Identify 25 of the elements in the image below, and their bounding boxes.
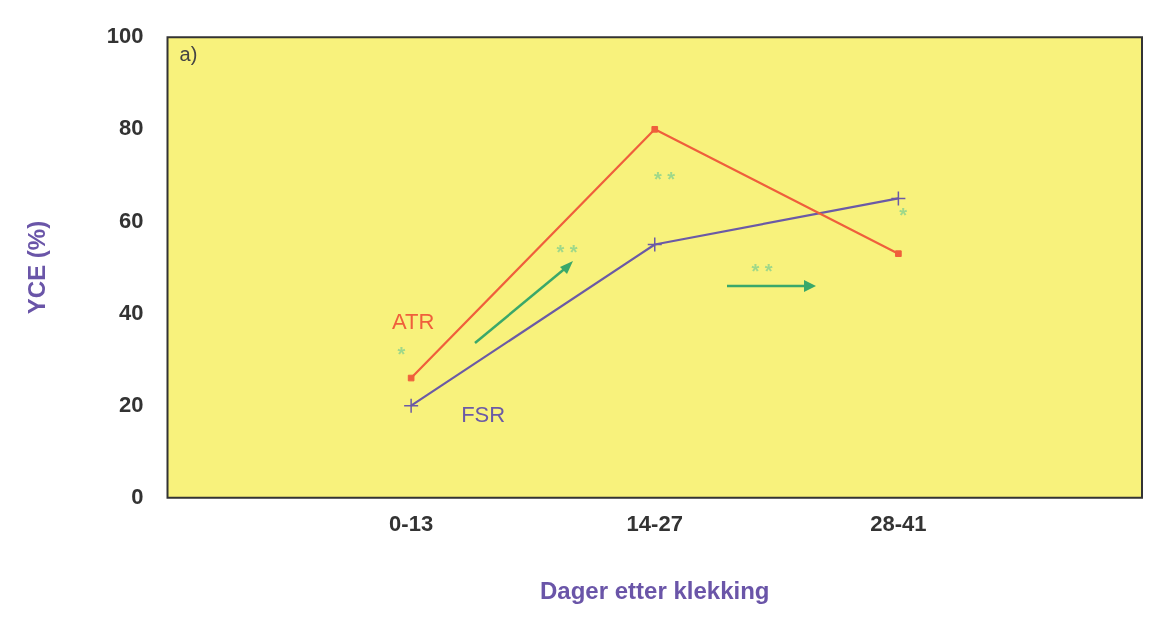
y-axis-title: YCE (%)	[23, 220, 51, 315]
point	[890, 190, 907, 207]
series-label: FSR	[461, 401, 506, 427]
point	[647, 236, 663, 253]
y-tick-label: 80	[119, 115, 144, 141]
point	[651, 125, 659, 133]
y-tick-label: 0	[131, 483, 144, 509]
y-tick-label: 20	[119, 391, 144, 417]
x-tick-label: 0-13	[389, 511, 434, 537]
annotation: * *	[751, 259, 773, 282]
point	[895, 250, 902, 258]
point	[403, 397, 419, 414]
point	[407, 374, 415, 382]
annotation: *	[397, 342, 406, 365]
x-tick-label: 28-41	[870, 511, 927, 537]
annotation: a)	[179, 42, 198, 65]
annotation: * *	[556, 241, 578, 264]
x-axis-title: Dager etter klekking	[540, 577, 770, 605]
series-label: ATR	[391, 309, 435, 335]
annotation: * *	[653, 167, 676, 190]
y-tick-label: 40	[119, 299, 144, 325]
y-tick-label: 60	[119, 207, 144, 233]
x-tick-label: 14-27	[626, 511, 683, 537]
y-tick-label: 100	[106, 23, 144, 49]
annotation: *	[899, 204, 908, 227]
